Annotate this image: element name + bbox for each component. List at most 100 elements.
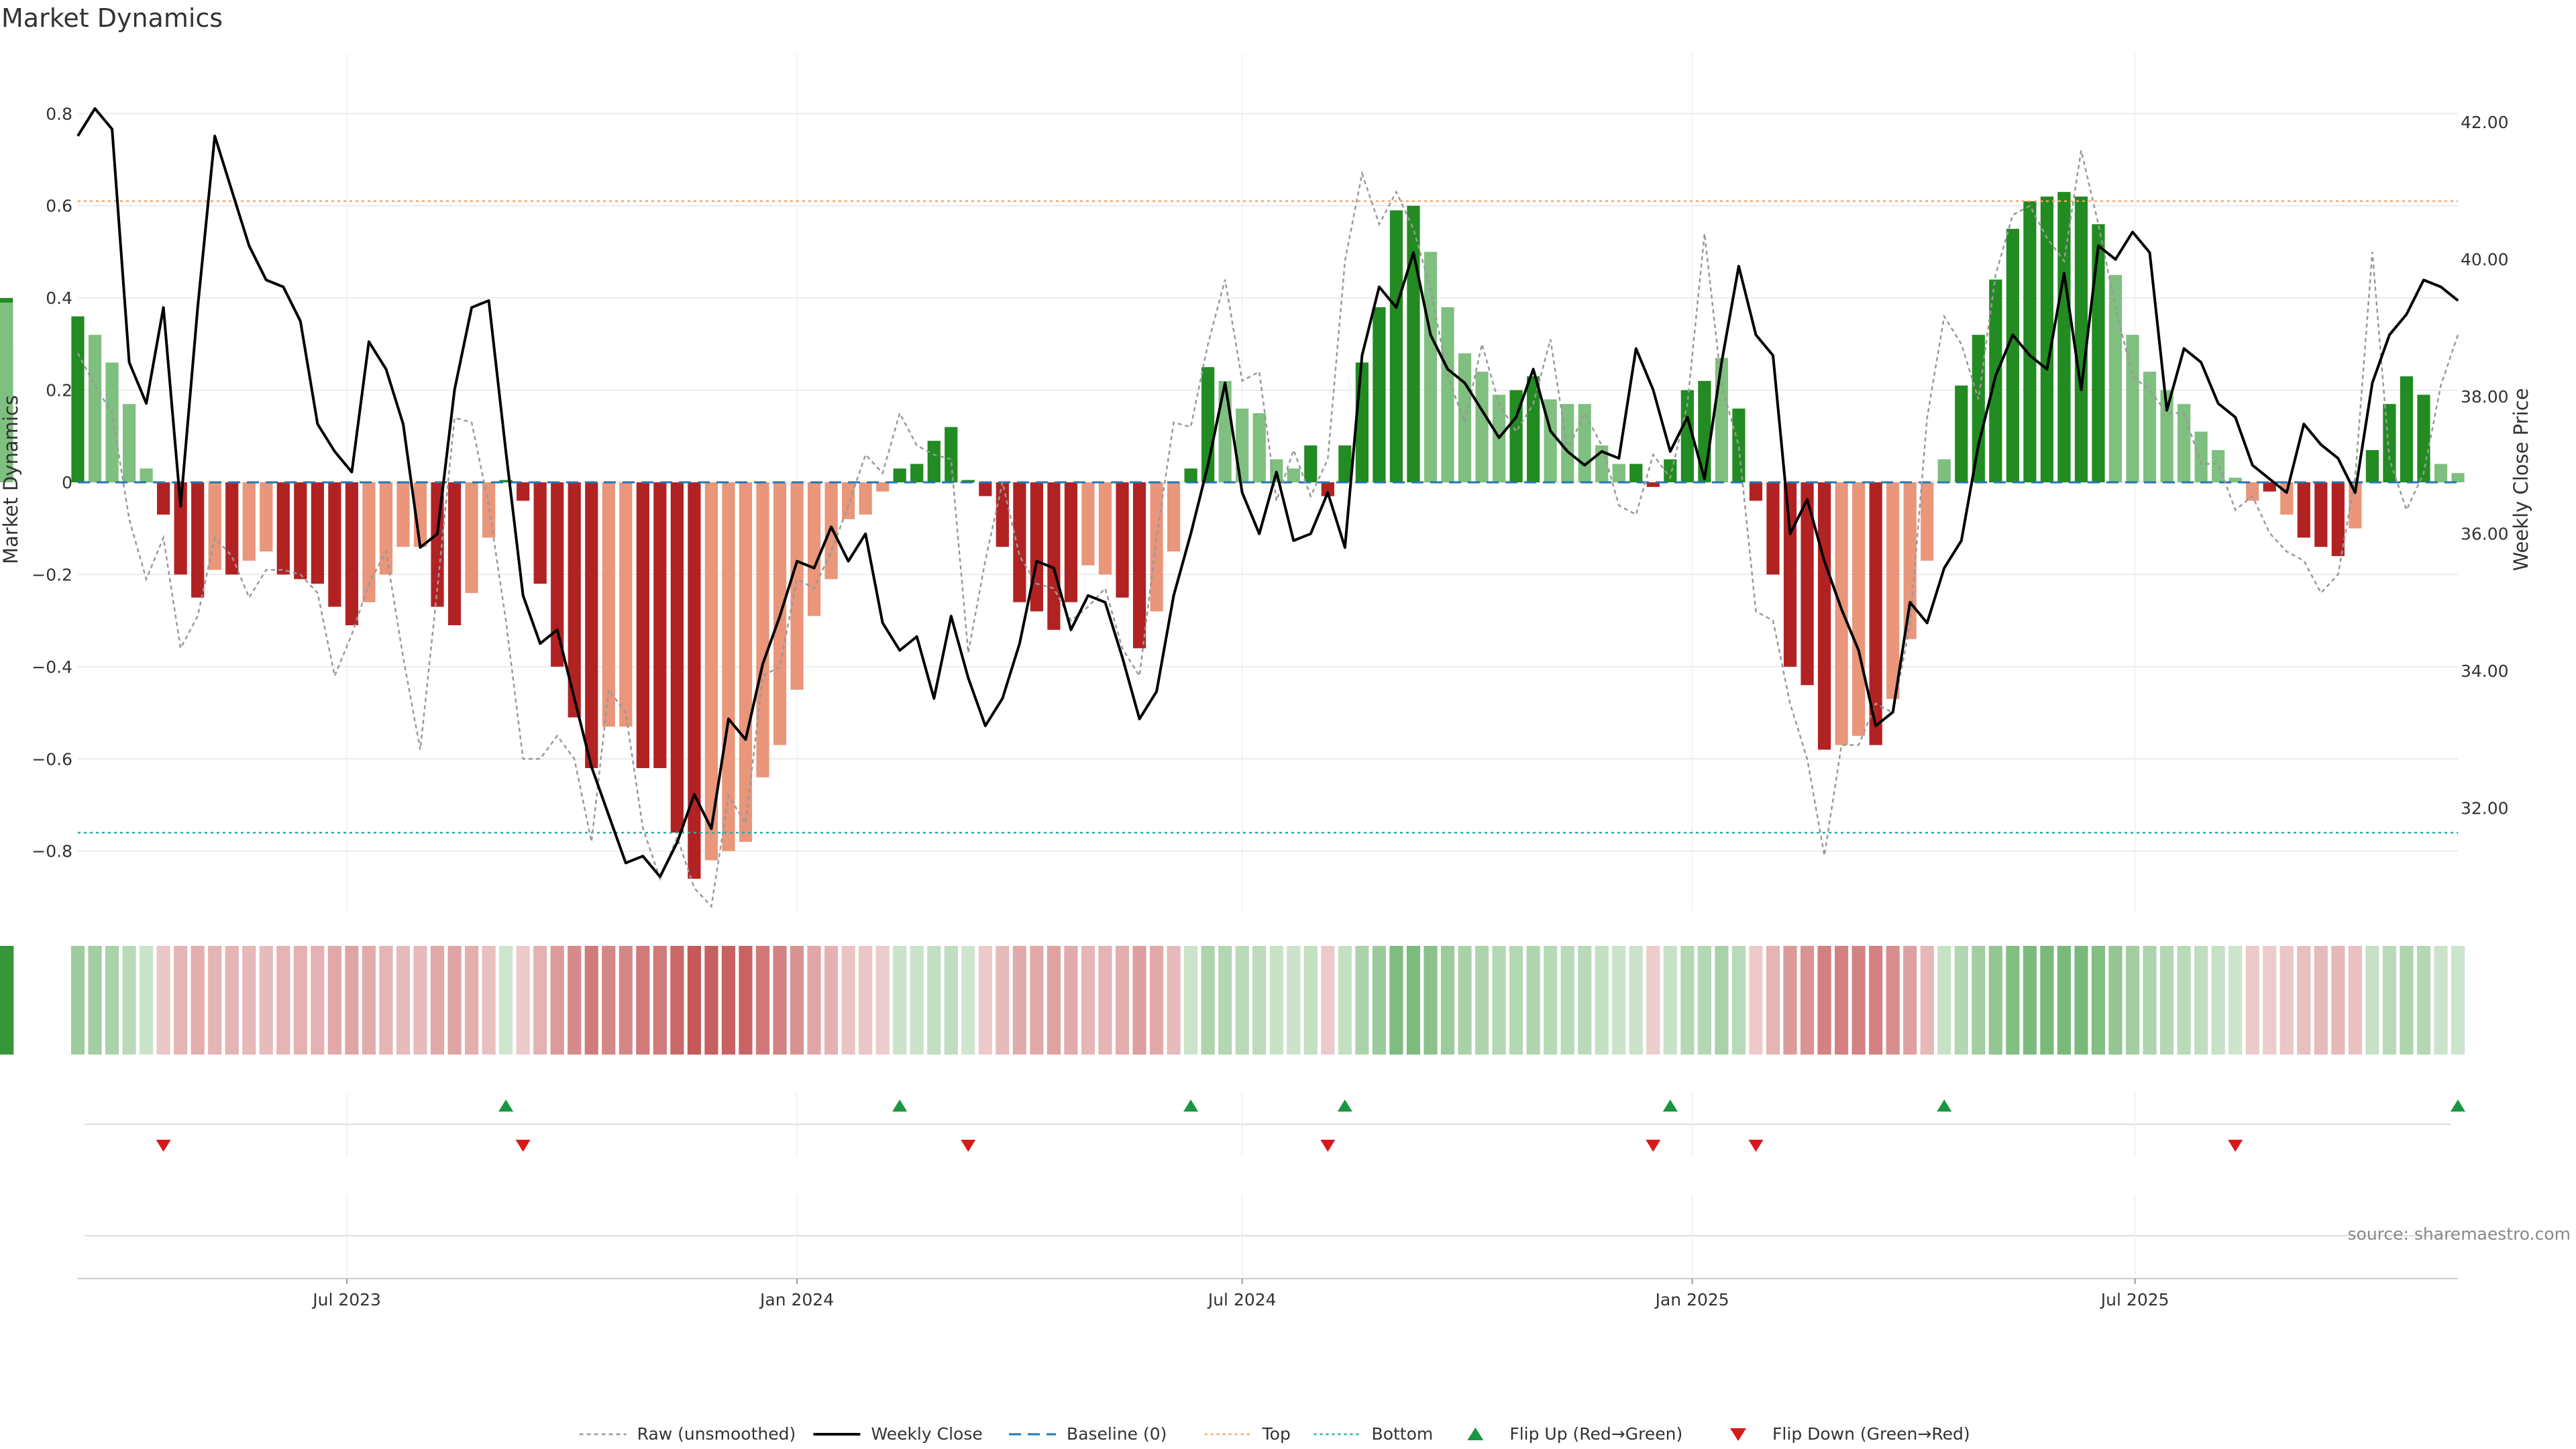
heat-cell	[1783, 946, 1797, 1055]
dynamics-bar	[859, 482, 872, 515]
legend-label: Weekly Close	[871, 1424, 982, 1444]
dynamics-bar	[1801, 482, 1814, 686]
heat-cell	[1731, 946, 1746, 1055]
heat-cell	[327, 946, 341, 1055]
heat-cell	[996, 946, 1010, 1055]
heat-cell	[927, 946, 941, 1055]
heat-cell	[1680, 946, 1695, 1055]
flip-up-marker	[1937, 1099, 1952, 1112]
dynamics-bar	[1972, 335, 1985, 482]
dynamics-bar	[1612, 464, 1625, 482]
heat-cell	[0, 946, 14, 1055]
dynamics-bar	[2434, 464, 2448, 482]
dynamics-bar	[1047, 482, 1061, 630]
dynamics-bar	[1527, 376, 1540, 482]
dynamics-bar	[225, 482, 239, 575]
heat-cell	[1920, 946, 1934, 1055]
heat-cell	[1629, 946, 1643, 1055]
dynamics-bar	[465, 482, 478, 593]
heat-cell	[944, 946, 958, 1055]
dynamics-bar	[2023, 201, 2037, 482]
legend-label: Flip Up (Red→Green)	[1509, 1424, 1682, 1444]
flip-up-marker	[892, 1099, 908, 1112]
dynamics-bar	[1766, 482, 1780, 575]
heat-cell	[1834, 946, 1849, 1055]
dynamics-bar	[1955, 385, 1968, 482]
dynamics-bar	[2108, 274, 2123, 482]
heat-cell	[1869, 946, 1883, 1055]
heat-cell	[978, 946, 992, 1055]
heat-cell	[1321, 946, 1335, 1055]
heat-cell	[2211, 946, 2225, 1055]
flip-up-marker	[1183, 1099, 1199, 1112]
dynamics-bar	[1475, 372, 1489, 482]
heat-cell	[1663, 946, 1677, 1055]
y-tick-label: −0.4	[32, 657, 72, 677]
heat-cell	[1303, 946, 1318, 1055]
dynamics-bar	[2006, 229, 2019, 482]
heat-cell	[1526, 946, 1540, 1055]
heat-cell	[636, 946, 650, 1055]
heat-cell	[413, 946, 427, 1055]
dynamics-bar	[961, 480, 975, 482]
dynamics-bar	[1304, 445, 1318, 482]
heat-cell	[464, 946, 479, 1055]
dynamics-bar	[1407, 205, 1420, 482]
heat-cell	[1988, 946, 2002, 1055]
dynamics-bar	[105, 362, 119, 482]
heat-cell	[2074, 946, 2088, 1055]
dynamics-bar	[1013, 482, 1026, 602]
legend-item-baseline: Baseline (0)	[1009, 1424, 1167, 1444]
legend-label: Baseline (0)	[1067, 1424, 1167, 1444]
heat-cell	[2194, 946, 2208, 1055]
dynamics-bar	[2229, 478, 2242, 482]
heat-cell	[1886, 946, 1900, 1055]
heat-cell	[2245, 946, 2259, 1055]
chart-title: Market Dynamics	[1, 3, 223, 33]
heat-cell	[2314, 946, 2328, 1055]
dynamics-bar	[1338, 445, 1352, 482]
heat-cell	[396, 946, 411, 1055]
legend-item-price: Weekly Close	[813, 1424, 983, 1444]
legend-item-bottom: Bottom	[1313, 1424, 1433, 1444]
heat-cell	[225, 946, 239, 1055]
heat-cell	[2159, 946, 2174, 1055]
heat-cell	[0, 946, 14, 1055]
y-tick-label: 0.4	[46, 288, 72, 308]
heat-cell	[1115, 946, 1130, 1055]
dynamics-bar	[1921, 482, 1934, 561]
dynamics-bar	[1167, 482, 1181, 552]
heat-cell	[276, 946, 290, 1055]
heat-cell	[2177, 946, 2191, 1055]
heat-cell	[345, 946, 359, 1055]
dynamics-bar	[1732, 409, 1746, 482]
dynamics-bar	[756, 482, 769, 777]
y-tick-label: 0.6	[46, 197, 72, 216]
dynamics-bar	[1886, 482, 1900, 699]
dynamics-bar	[670, 482, 684, 833]
legend-item-top: Top	[1204, 1424, 1291, 1444]
dynamics-bar	[2314, 482, 2328, 547]
dynamics-bar	[174, 482, 187, 575]
dynamics-bar	[294, 482, 307, 580]
heat-cell	[1595, 946, 1609, 1055]
dynamics-bar	[1749, 482, 1763, 501]
dynamics-bar	[2126, 335, 2139, 482]
heat-cell	[1954, 946, 1968, 1055]
heat-cell	[70, 946, 85, 1055]
heat-cell	[1903, 946, 1917, 1055]
dynamics-bar	[2143, 372, 2157, 482]
heat-cell	[2229, 946, 2243, 1055]
dynamics-bar	[2451, 473, 2465, 482]
heat-cell	[1817, 946, 1831, 1055]
dynamics-bar	[807, 482, 821, 616]
heat-cell	[1269, 946, 1283, 1055]
heat-cell	[961, 946, 975, 1055]
heat-cell	[2006, 946, 2020, 1055]
dynamics-bar	[1664, 459, 1677, 482]
lower-panel-axes	[78, 1093, 2458, 1279]
heat-cell	[2331, 946, 2345, 1055]
dynamics-bar	[1937, 459, 1951, 482]
heat-cell	[602, 946, 616, 1055]
heat-cell	[824, 946, 839, 1055]
